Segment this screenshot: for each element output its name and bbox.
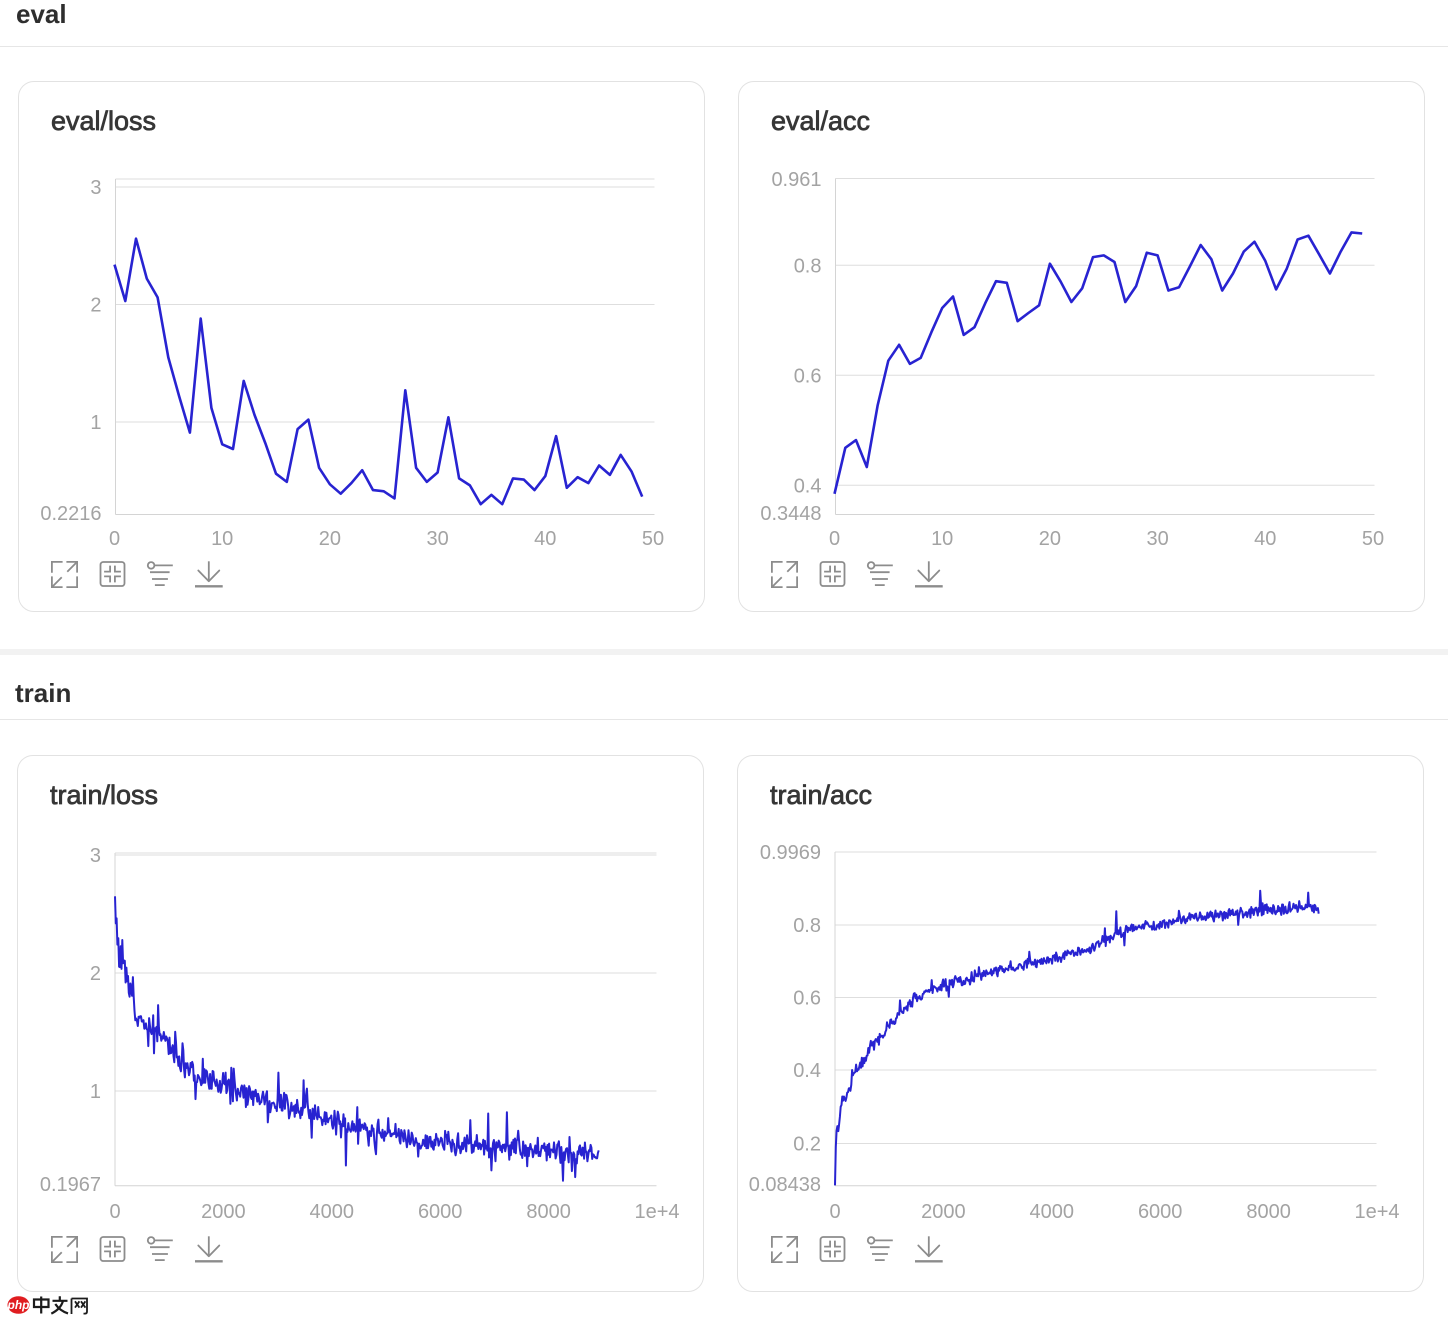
svg-text:0.4: 0.4 [794,475,822,497]
svg-text:40: 40 [1254,528,1276,550]
svg-text:4000: 4000 [310,1201,355,1223]
svg-text:30: 30 [426,528,448,550]
svg-text:8000: 8000 [526,1201,571,1223]
svg-text:0: 0 [109,528,120,550]
svg-text:4000: 4000 [1030,1201,1075,1223]
svg-text:0.1967: 0.1967 [40,1174,101,1196]
svg-text:0: 0 [829,1201,840,1223]
svg-text:eval/loss: eval/loss [51,106,156,136]
svg-text:40: 40 [534,528,556,550]
svg-text:30: 30 [1146,528,1168,550]
svg-text:3: 3 [90,177,101,199]
svg-text:1e+4: 1e+4 [634,1201,679,1223]
svg-text:0.3448: 0.3448 [760,503,821,525]
svg-text:0.8: 0.8 [793,915,821,937]
svg-text:2000: 2000 [921,1201,966,1223]
svg-text:0: 0 [109,1201,120,1223]
svg-text:1e+4: 1e+4 [1354,1201,1399,1223]
svg-text:50: 50 [1362,528,1384,550]
svg-text:2: 2 [90,295,101,317]
svg-text:0.08438: 0.08438 [749,1174,821,1196]
svg-text:0.8: 0.8 [794,255,822,277]
svg-text:train/loss: train/loss [50,780,158,810]
svg-text:eval/acc: eval/acc [771,106,870,136]
svg-text:0.4: 0.4 [793,1060,821,1082]
svg-text:train/acc: train/acc [770,780,872,810]
svg-text:20: 20 [319,528,341,550]
svg-text:1: 1 [90,412,101,434]
svg-text:2: 2 [90,963,101,985]
svg-text:8000: 8000 [1246,1201,1291,1223]
svg-text:0.6: 0.6 [793,988,821,1010]
svg-text:0.9969: 0.9969 [760,842,821,864]
svg-text:3: 3 [90,845,101,867]
svg-text:0.2: 0.2 [793,1134,821,1156]
svg-text:50: 50 [642,528,664,550]
svg-text:6000: 6000 [1138,1201,1183,1223]
svg-text:2000: 2000 [201,1201,246,1223]
svg-text:0.6: 0.6 [794,365,822,387]
svg-text:php: php [7,1298,30,1312]
svg-text:0: 0 [829,528,840,550]
svg-text:10: 10 [211,528,233,550]
svg-text:10: 10 [931,528,953,550]
svg-text:1: 1 [90,1081,101,1103]
svg-text:6000: 6000 [418,1201,463,1223]
svg-text:0.2216: 0.2216 [40,503,101,525]
svg-text:20: 20 [1039,528,1061,550]
svg-text:0.961: 0.961 [771,169,821,191]
